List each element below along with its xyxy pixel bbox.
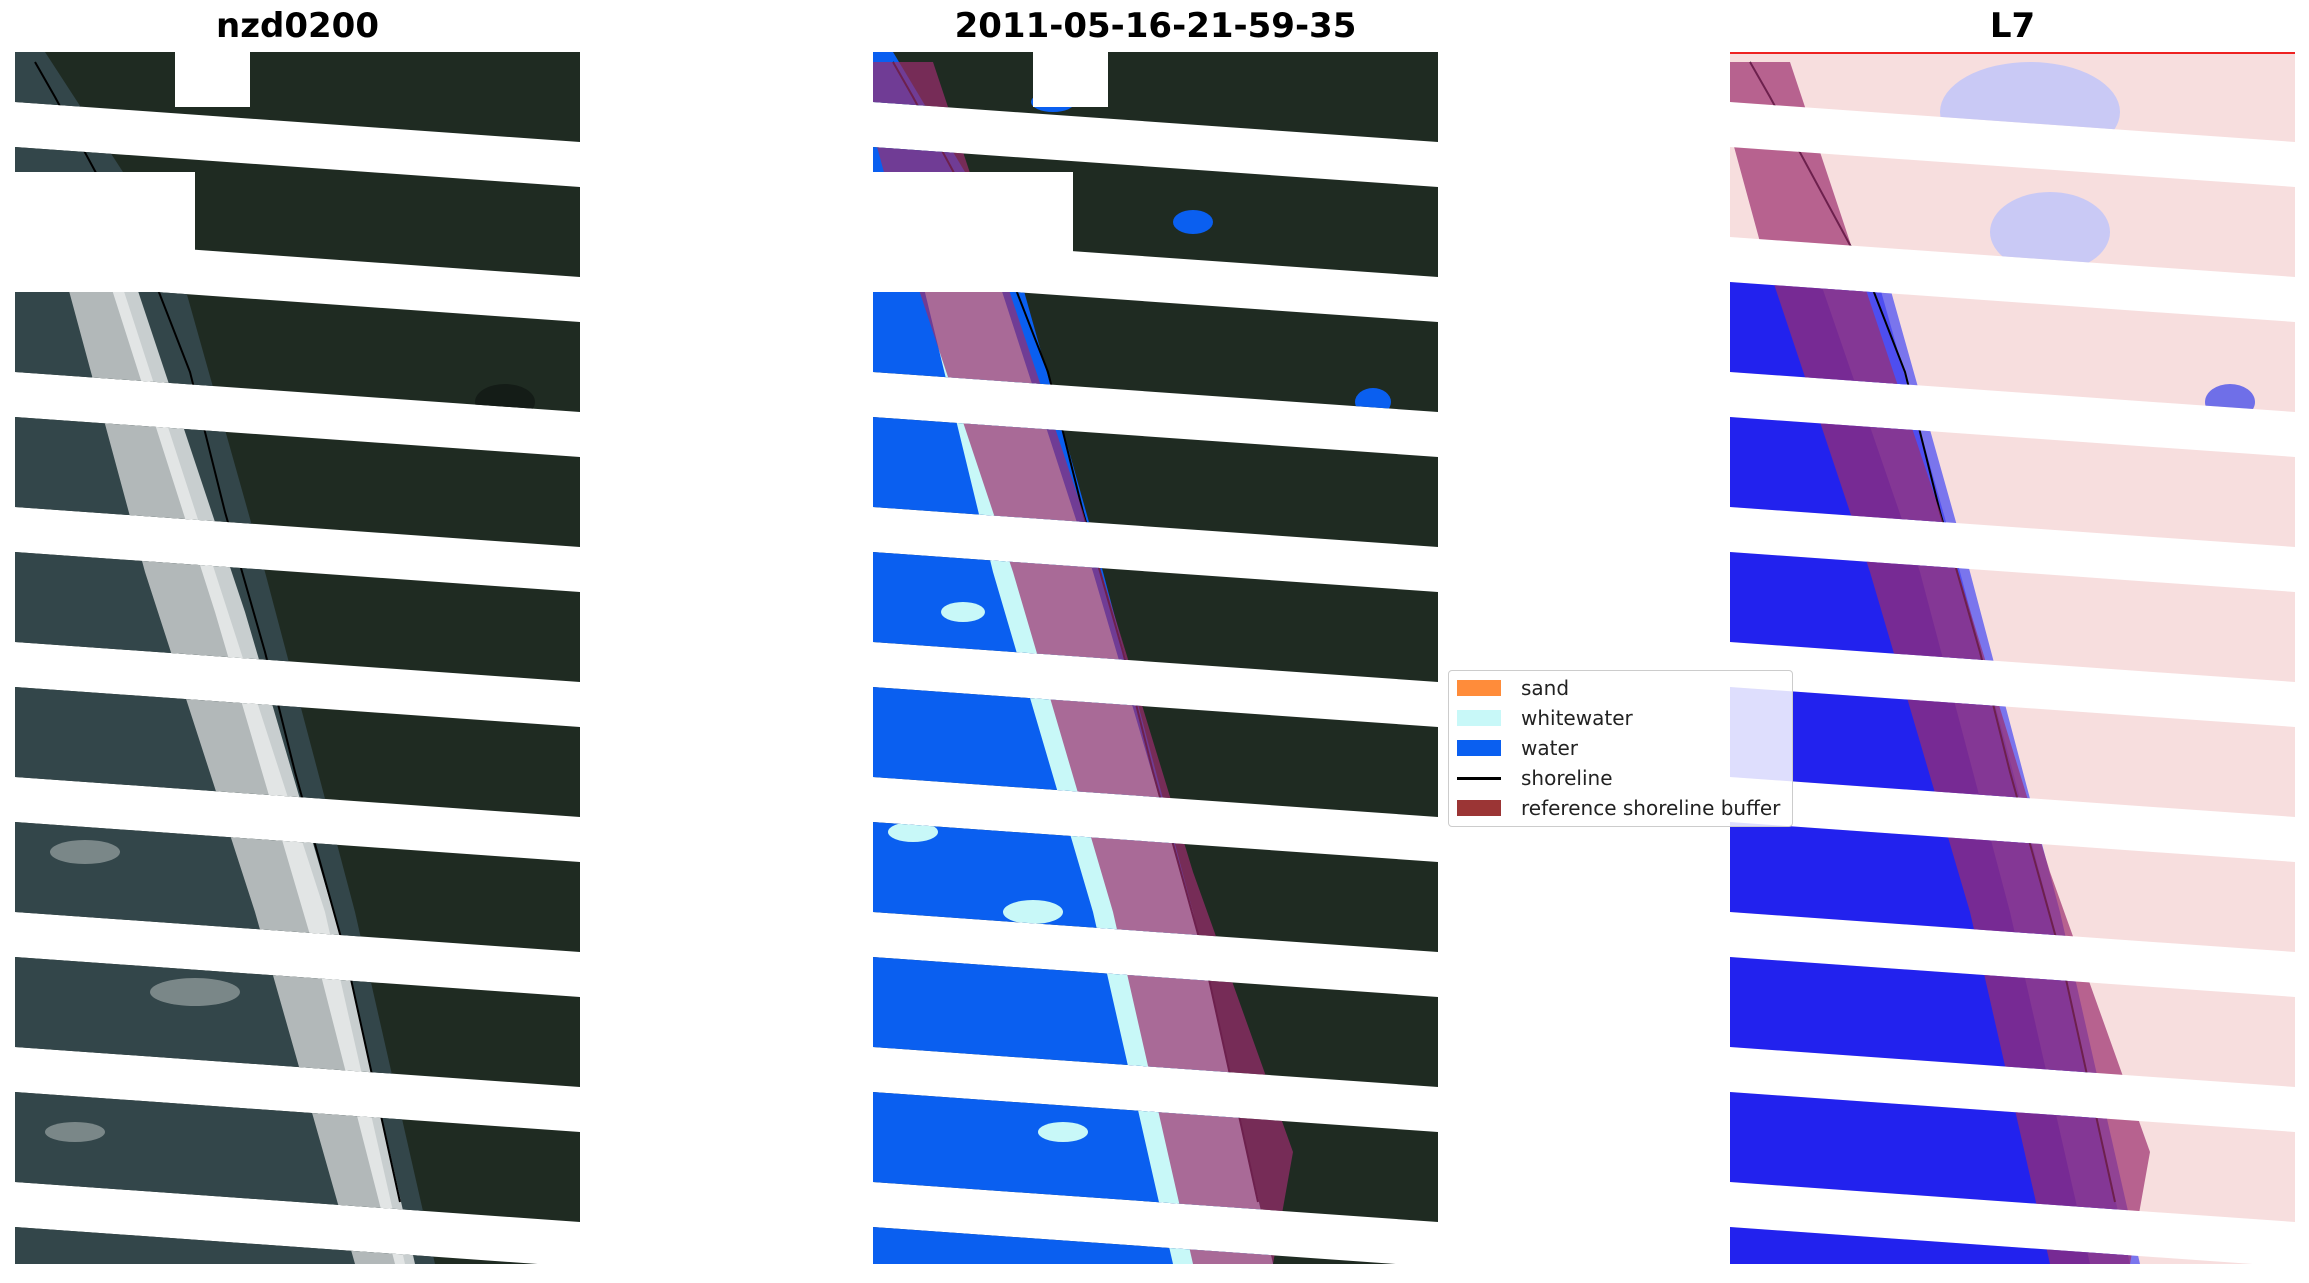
legend-swatch-sand: [1457, 680, 1501, 696]
water-index-image: [1730, 52, 2295, 1264]
legend-label-water: water: [1521, 736, 1578, 760]
panel-title-1: nzd0200: [216, 6, 379, 46]
legend-item-buffer: reference shoreline buffer: [1457, 793, 1780, 823]
rgb-satellite-image: [15, 52, 580, 1264]
legend-label-shoreline: shoreline: [1521, 766, 1613, 790]
panel-title-2: 2011-05-16-21-59-35: [954, 6, 1357, 46]
legend-item-sand: sand: [1457, 673, 1569, 703]
classification-image: [873, 52, 1438, 1264]
legend-label-whitewater: whitewater: [1521, 706, 1633, 730]
legend-label-buffer: reference shoreline buffer: [1521, 796, 1781, 820]
legend-swatch-whitewater: [1457, 710, 1501, 726]
legend: sand whitewater water shoreline referenc…: [1448, 670, 1793, 827]
legend-item-shoreline: shoreline: [1457, 763, 1613, 793]
panel-title-3: L7: [1989, 6, 2036, 46]
legend-swatch-buffer: [1457, 800, 1501, 816]
legend-swatch-shoreline: [1457, 776, 1501, 780]
legend-label-sand: sand: [1521, 676, 1570, 700]
legend-item-water: water: [1457, 733, 1578, 763]
legend-swatch-water: [1457, 740, 1501, 756]
legend-item-whitewater: whitewater: [1457, 703, 1633, 733]
